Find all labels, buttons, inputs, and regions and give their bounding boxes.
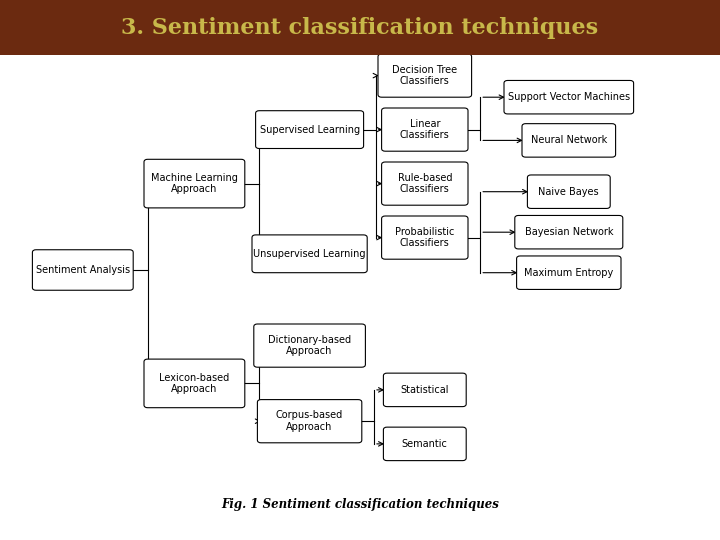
Text: Neural Network: Neural Network xyxy=(531,136,607,145)
FancyBboxPatch shape xyxy=(0,0,720,55)
FancyBboxPatch shape xyxy=(522,124,616,157)
Text: Bayesian Network: Bayesian Network xyxy=(525,227,613,237)
Text: Naive Bayes: Naive Bayes xyxy=(539,187,599,197)
Text: 3. Sentiment classification techniques: 3. Sentiment classification techniques xyxy=(122,17,598,38)
Text: Support Vector Machines: Support Vector Machines xyxy=(508,92,630,102)
Text: Corpus-based
Approach: Corpus-based Approach xyxy=(276,410,343,432)
FancyBboxPatch shape xyxy=(517,256,621,289)
Text: Unsupervised Learning: Unsupervised Learning xyxy=(253,249,366,259)
FancyBboxPatch shape xyxy=(504,80,634,114)
Text: Sentiment Analysis: Sentiment Analysis xyxy=(36,265,130,275)
FancyBboxPatch shape xyxy=(253,324,365,367)
FancyBboxPatch shape xyxy=(383,427,467,461)
Text: Lexicon-based
Approach: Lexicon-based Approach xyxy=(159,373,230,394)
FancyBboxPatch shape xyxy=(144,359,245,408)
Text: Semantic: Semantic xyxy=(402,439,448,449)
FancyBboxPatch shape xyxy=(382,162,468,205)
FancyBboxPatch shape xyxy=(382,216,468,259)
FancyBboxPatch shape xyxy=(252,235,367,273)
FancyBboxPatch shape xyxy=(144,159,245,208)
Text: Machine Learning
Approach: Machine Learning Approach xyxy=(151,173,238,194)
Text: Probabilistic
Classifiers: Probabilistic Classifiers xyxy=(395,227,454,248)
FancyBboxPatch shape xyxy=(382,108,468,151)
Text: Rule-based
Classifiers: Rule-based Classifiers xyxy=(397,173,452,194)
FancyBboxPatch shape xyxy=(32,249,133,291)
FancyBboxPatch shape xyxy=(383,373,467,407)
FancyBboxPatch shape xyxy=(378,54,472,97)
Text: Decision Tree
Classifiers: Decision Tree Classifiers xyxy=(392,65,457,86)
Text: Dictionary-based
Approach: Dictionary-based Approach xyxy=(268,335,351,356)
FancyBboxPatch shape xyxy=(515,215,623,249)
FancyBboxPatch shape xyxy=(256,111,364,148)
FancyBboxPatch shape xyxy=(527,175,611,208)
Text: Supervised Learning: Supervised Learning xyxy=(259,125,360,134)
Text: Statistical: Statistical xyxy=(400,385,449,395)
Text: Maximum Entropy: Maximum Entropy xyxy=(524,268,613,278)
Text: Fig. 1 Sentiment classification techniques: Fig. 1 Sentiment classification techniqu… xyxy=(221,498,499,511)
FancyBboxPatch shape xyxy=(258,400,361,443)
Text: Linear
Classifiers: Linear Classifiers xyxy=(400,119,450,140)
